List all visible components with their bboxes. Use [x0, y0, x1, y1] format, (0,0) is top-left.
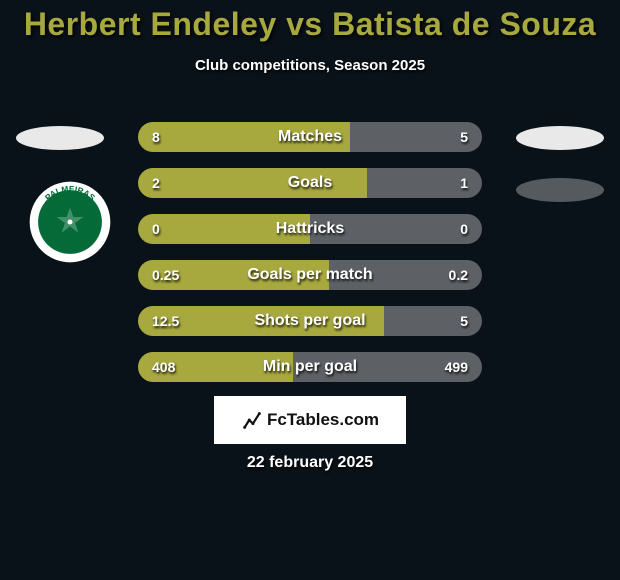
stat-bar-track	[138, 168, 482, 198]
player1-club-crest: PALMEIRAS	[28, 180, 112, 264]
player2-club-placeholder	[516, 178, 604, 202]
stat-bars: Matches85 Goals21 Hattricks00 Goals per mat…	[138, 122, 482, 398]
stat-bar-track	[138, 214, 482, 244]
stat-row: Goals per match0.250.2	[138, 260, 482, 290]
player2-name: Batista de Souza	[332, 6, 596, 42]
stat-bar-left-segment	[138, 168, 367, 198]
player1-photo-placeholder	[16, 126, 104, 150]
stat-bar-track	[138, 306, 482, 336]
stat-bar-right-segment	[367, 168, 482, 198]
stat-row: Goals21	[138, 168, 482, 198]
comparison-infographic: Herbert Endeley vs Batista de Souza Club…	[0, 0, 620, 580]
stat-bar-right-segment	[384, 306, 482, 336]
stat-bar-left-segment	[138, 260, 329, 290]
page-title: Herbert Endeley vs Batista de Souza	[0, 0, 620, 43]
infographic-date: 22 february 2025	[0, 454, 620, 472]
player2-photo-placeholder	[516, 126, 604, 150]
stat-bar-left-segment	[138, 122, 350, 152]
stat-row: Min per goal408499	[138, 352, 482, 382]
brand-box: FcTables.com	[214, 396, 406, 444]
brand-text: FcTables.com	[267, 410, 379, 430]
stat-bar-track	[138, 260, 482, 290]
stat-bar-right-segment	[293, 352, 482, 382]
stat-bar-left-segment	[138, 214, 310, 244]
stat-bar-right-segment	[350, 122, 482, 152]
stat-row: Shots per goal12.55	[138, 306, 482, 336]
stat-bar-track	[138, 352, 482, 382]
stat-bar-left-segment	[138, 352, 293, 382]
player1-name: Herbert Endeley	[24, 6, 277, 42]
stat-bar-left-segment	[138, 306, 384, 336]
vs-word: vs	[286, 6, 323, 42]
stat-bar-right-segment	[310, 214, 482, 244]
stat-row: Hattricks00	[138, 214, 482, 244]
brand-icon	[241, 409, 263, 431]
stat-bar-track	[138, 122, 482, 152]
subtitle: Club competitions, Season 2025	[0, 57, 620, 74]
stat-row: Matches85	[138, 122, 482, 152]
stat-bar-right-segment	[329, 260, 482, 290]
